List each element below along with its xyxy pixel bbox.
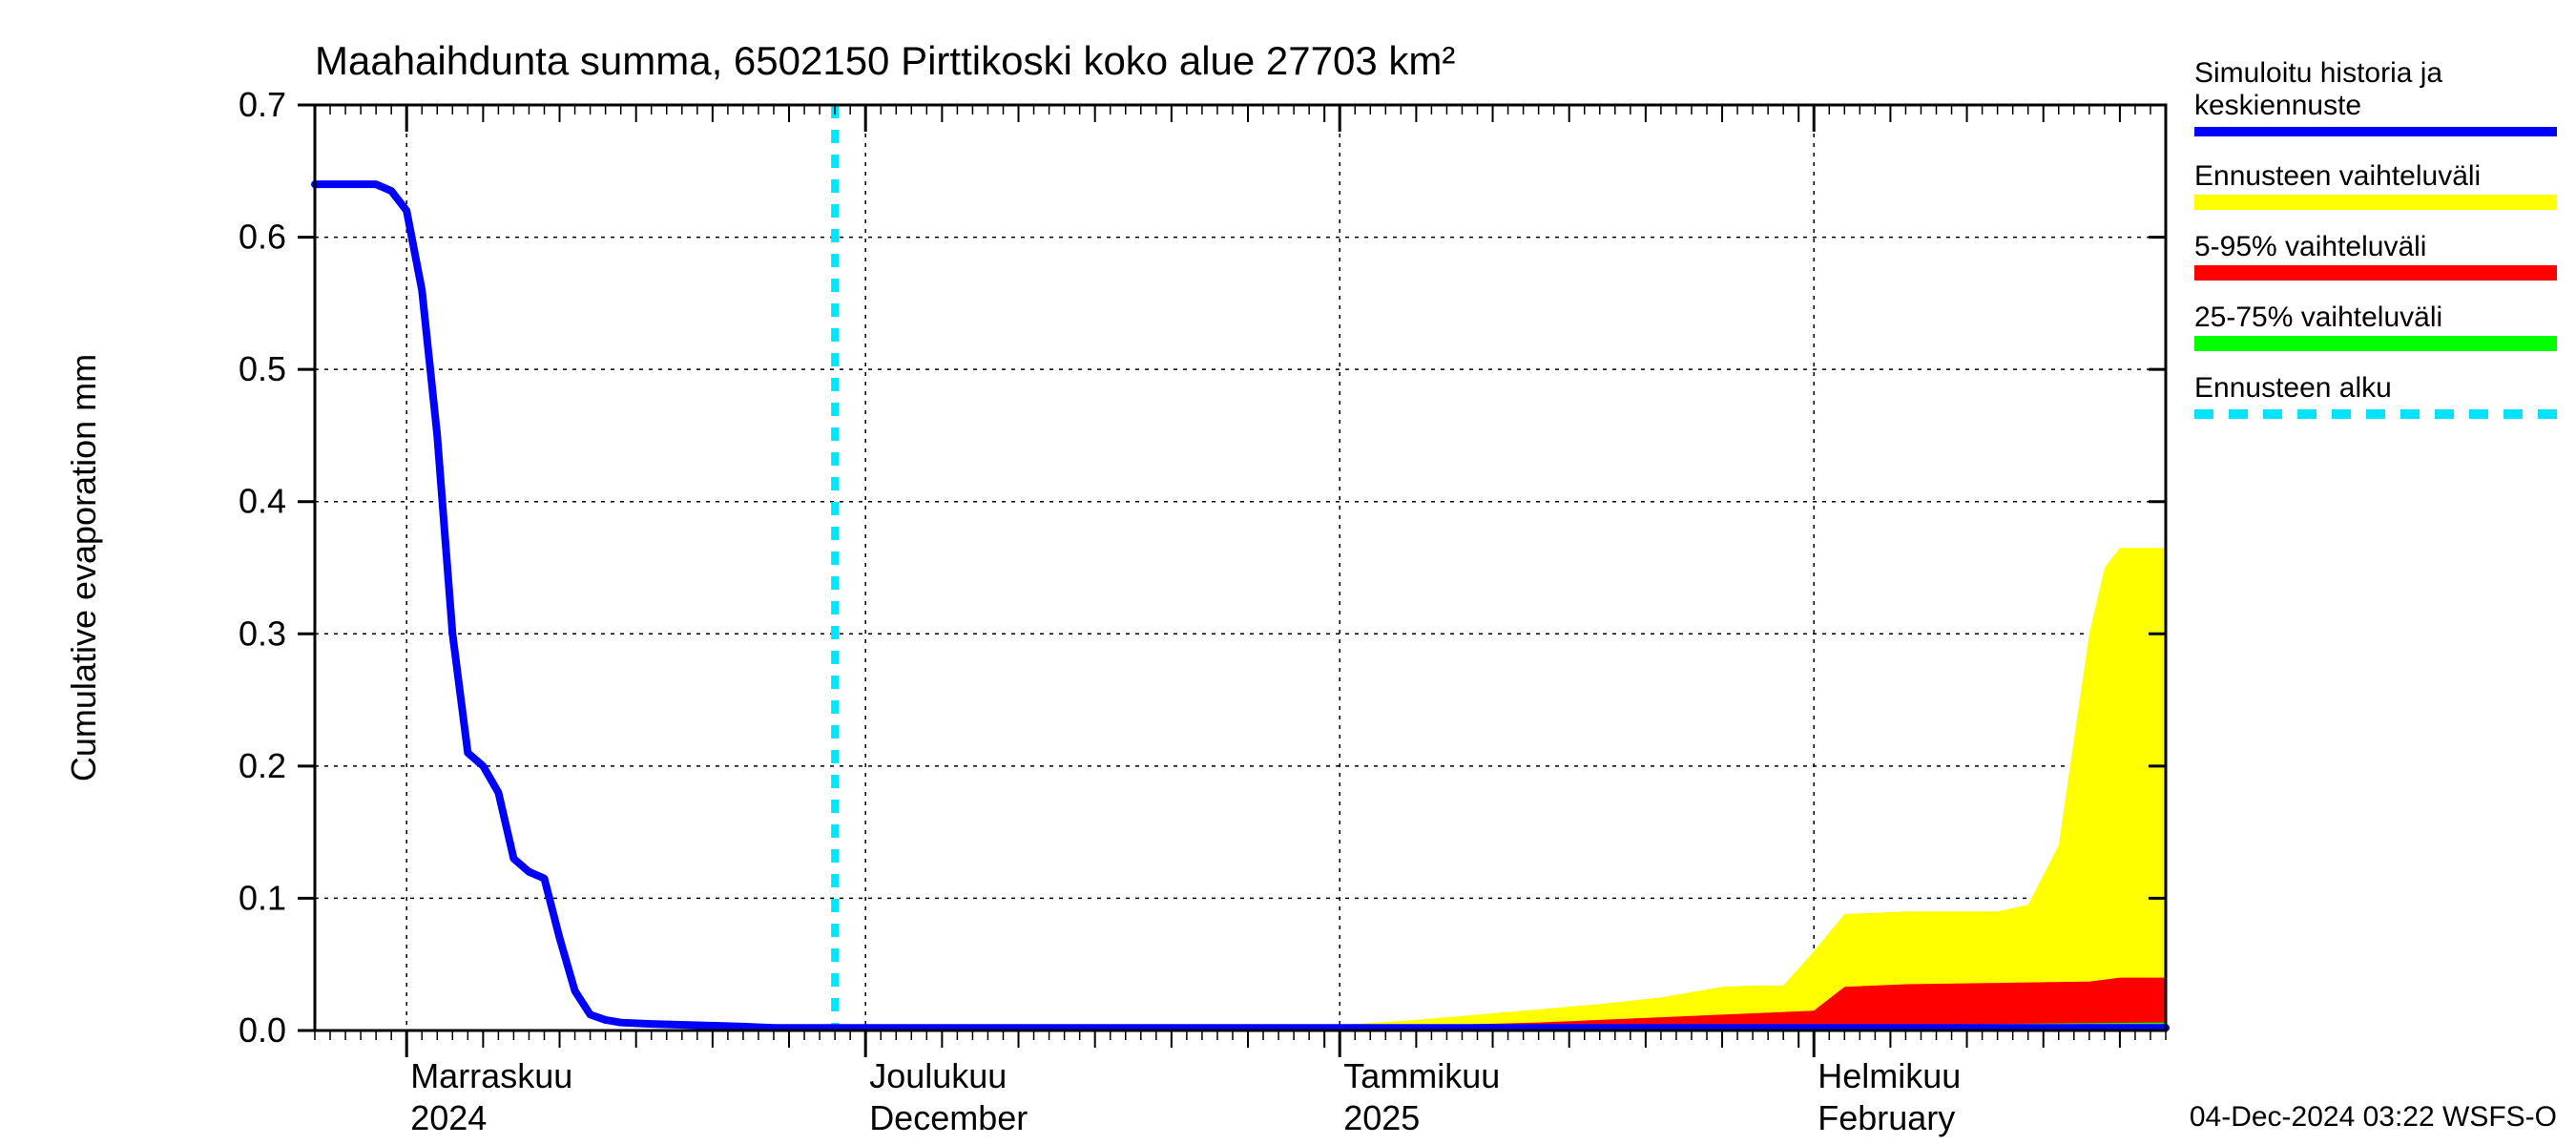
legend-label: Ennusteen vaihteluväli [2194, 160, 2481, 192]
legend-swatch-block [2194, 265, 2557, 281]
legend-swatch-block [2194, 336, 2557, 351]
legend-label: 5-95% vaihteluväli [2194, 231, 2426, 262]
legend-label: 25-75% vaihteluväli [2194, 302, 2442, 333]
y-tick-label: 0.0 [239, 1010, 286, 1050]
x-month-label-bottom: 2024 [410, 1098, 487, 1137]
y-tick-label: 0.2 [239, 746, 286, 785]
y-axis-label: Cumulative evaporation mm [64, 354, 103, 781]
x-month-label-bottom: 2025 [1343, 1098, 1420, 1137]
legend-label: Ennusteen alku [2194, 372, 2392, 404]
legend-label: Simuloitu historia ja [2194, 57, 2442, 89]
chart-title: Maahaihdunta summa, 6502150 Pirttikoski … [315, 38, 1455, 83]
y-tick-label: 0.6 [239, 218, 286, 257]
legend-swatch-block [2194, 195, 2557, 210]
y-tick-label: 0.3 [239, 614, 286, 653]
chart-svg: Marraskuu2024 JoulukuuDecember Tammikuu202… [0, 0, 2576, 1145]
chart-container: Marraskuu2024 JoulukuuDecember Tammikuu202… [0, 0, 2576, 1145]
chart-background [0, 0, 2576, 1145]
y-tick-label: 0.4 [239, 482, 286, 521]
y-tick-label: 0.7 [239, 85, 286, 124]
legend-label-line2: keskiennuste [2194, 90, 2361, 121]
x-month-label-top: Helmikuu [1818, 1056, 1961, 1095]
y-tick-label: 0.5 [239, 349, 286, 388]
x-month-label-top: Marraskuu [410, 1056, 572, 1095]
footer-timestamp: 04-Dec-2024 03:22 WSFS-O [2190, 1101, 2557, 1133]
x-month-label-bottom: February [1818, 1098, 1955, 1137]
x-month-label-top: Tammikuu [1343, 1056, 1500, 1095]
x-month-label-top: Joulukuu [869, 1056, 1007, 1095]
x-month-label-bottom: December [869, 1098, 1028, 1137]
y-tick-label: 0.1 [239, 878, 286, 917]
